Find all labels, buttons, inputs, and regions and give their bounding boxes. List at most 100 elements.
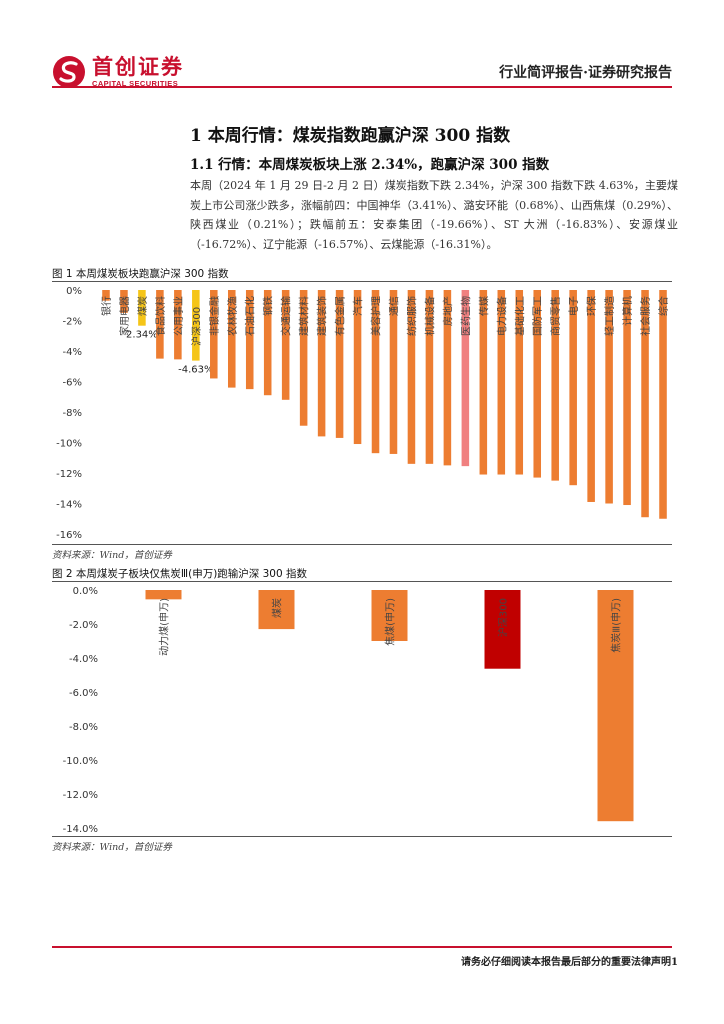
bar-煤炭 [258,590,295,630]
footer-disclaimer-text: 请务必仔细阅读本报告最后部分的重要法律声明 [461,957,672,968]
category-label: 煤炭 [136,296,149,316]
body-paragraph: 本周（2024 年 1 月 29 日-2 月 2 日）煤炭指数下跌 2.34%，… [190,179,678,251]
y-tick-label: -12.0% [63,790,98,801]
y-tick-label: 0% [66,286,82,297]
y-tick-label: -4% [63,347,82,358]
bar-基础化工 [515,290,524,475]
category-label: 轻工制造 [603,296,616,336]
footer-disclaimer: 请务必仔细阅读本报告最后部分的重要法律声明1 [461,953,678,968]
category-label: 家用电器 [118,296,131,336]
category-label: 农林牧渔 [226,296,239,336]
category-label: 社会服务 [639,296,652,336]
category-label: 焦炭Ⅲ(申万) [610,598,623,653]
report-type-title: 行业简评报告·证券研究报告 [499,65,672,81]
category-label: 电子 [567,296,580,316]
bar-计算机 [623,290,631,506]
category-label: 有色金属 [334,296,347,336]
category-label: 焦煤(申万) [384,598,397,646]
figure1-bar-chart: 0% -2% -4% -6% -8% -10% -12% -14% -16% 银行 家用电器 煤炭 2.… [56,286,670,541]
category-label: 钢铁 [262,296,275,316]
bar-纺织服饰 [407,290,416,464]
bar-综合 [659,290,667,519]
category-label: 公用事业 [172,296,185,336]
category-label: 食品饮料 [154,296,167,336]
bar-交通运输 [281,290,290,400]
category-label: 汽车 [352,296,365,316]
category-label: 环保 [585,296,598,316]
figure2-bottom-rule [52,836,672,837]
company-logo-icon [53,56,85,88]
category-label: 综合 [657,296,670,316]
bar-动力煤(申万) [145,590,182,600]
bar-电子 [569,290,577,486]
category-label: 建筑材料 [298,296,311,336]
figure1-source: 资料来源：Wind，首创证券 [52,550,172,561]
y-tick-label: -2.0% [69,620,98,631]
category-label: 煤炭 [271,598,284,618]
bar-焦炭Ⅲ(申万) [597,590,634,822]
bar-家用电器 [120,290,128,313]
category-label: 石油石化 [244,296,257,336]
bar-银行 [102,290,110,301]
bar-有色金属 [335,290,344,438]
bar-环保 [587,290,595,502]
bar-汽车 [353,290,362,445]
category-label: 沪深300 [497,598,510,637]
bar-轻工制造 [605,290,613,504]
y-tick-label: -16% [56,530,82,541]
category-label: 沪深300 [190,307,203,346]
y-tick-label: -6.0% [69,688,98,699]
bar-通信 [389,290,398,454]
bar-房地产 [443,290,452,466]
y-tick-label: -14% [56,500,82,511]
bar-非银金融 [210,290,218,379]
y-tick-label: -10% [56,439,82,450]
header-divider [52,86,672,88]
category-label: 银行 [100,296,113,316]
y-tick-label: -12% [56,469,82,480]
bar-焦煤(申万) [371,590,408,641]
category-label: 动力煤(申万) [158,598,171,656]
figure1-bottom-rule [52,544,672,545]
figure2-source: 资料来源：Wind，首创证券 [52,842,172,853]
section-heading: 1 本周行情：煤炭指数跑赢沪深 300 指数 [190,126,511,146]
category-label: 基础化工 [513,296,526,336]
figure2-title: 图 2 本周煤炭子板块仅焦炭Ⅲ(申万)跑输沪深 300 指数 [52,568,308,580]
bar-建筑装饰 [317,290,326,437]
category-label: 机械设备 [423,296,436,336]
y-tick-label: -4.0% [69,654,98,665]
bar-煤炭 [138,290,146,326]
category-label: 非银金融 [208,296,221,336]
bar-沪深300 [484,590,521,669]
bar-食品饮料 [156,290,164,359]
category-label: 建筑装饰 [316,296,329,336]
data-label: 2.34% [126,330,158,341]
bar-传媒 [479,290,488,475]
data-label: -4.63% [178,365,213,376]
figure1-top-rule [52,281,672,282]
category-label: 纺织服饰 [405,296,418,336]
y-tick-label: -10.0% [63,756,98,767]
logo-text-cn: 首创证券 [92,55,184,79]
page-number: 1 [671,957,678,968]
y-tick-label: -8.0% [69,722,98,733]
bar-医药生物 [461,290,470,467]
category-label: 商贸零售 [549,296,562,336]
bar-沪深300 [192,290,200,361]
y-tick-label: -14.0% [63,824,98,835]
category-label: 美容护理 [370,296,383,336]
category-label: 传媒 [478,296,490,316]
logo-text-en: CAPITAL SECURITIES [92,79,179,88]
category-label: 电力设备 [495,296,508,336]
category-label: 房地产 [441,296,454,326]
figure2-top-rule [52,581,672,582]
bar-钢铁 [263,290,272,396]
footer-divider [52,946,672,948]
bar-石油石化 [245,290,254,390]
bar-机械设备 [425,290,434,464]
category-label: 通信 [388,296,400,316]
category-label: 国防军工 [531,296,544,336]
bar-社会服务 [641,290,649,518]
category-label: 计算机 [621,296,634,326]
bar-公用事业 [174,290,182,360]
